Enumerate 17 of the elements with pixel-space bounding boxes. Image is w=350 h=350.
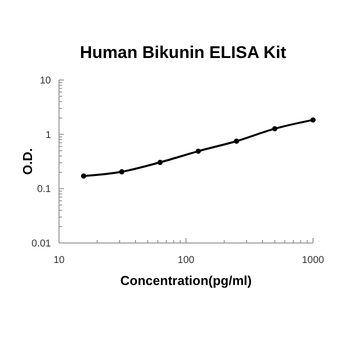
x-tick-label: 10 bbox=[53, 255, 65, 266]
x-axis-title: Concentration(pg/ml) bbox=[120, 273, 252, 288]
y-tick-label: 0.01 bbox=[32, 238, 52, 250]
x-tick-label: 1000 bbox=[302, 255, 325, 266]
chart-title: Human Bikunin ELISA Kit bbox=[80, 43, 286, 62]
point bbox=[157, 160, 163, 165]
y-tick-label: 10 bbox=[40, 76, 52, 86]
y-axis-title: O.D. bbox=[20, 148, 35, 175]
point bbox=[310, 117, 316, 123]
point bbox=[196, 148, 201, 154]
y-tick-label: 1 bbox=[45, 130, 52, 141]
point bbox=[272, 126, 278, 132]
y-tick-label: 0.1 bbox=[37, 184, 52, 196]
point bbox=[81, 173, 86, 179]
point bbox=[234, 138, 240, 144]
x-tick-label: 100 bbox=[178, 255, 195, 266]
point bbox=[119, 169, 124, 174]
